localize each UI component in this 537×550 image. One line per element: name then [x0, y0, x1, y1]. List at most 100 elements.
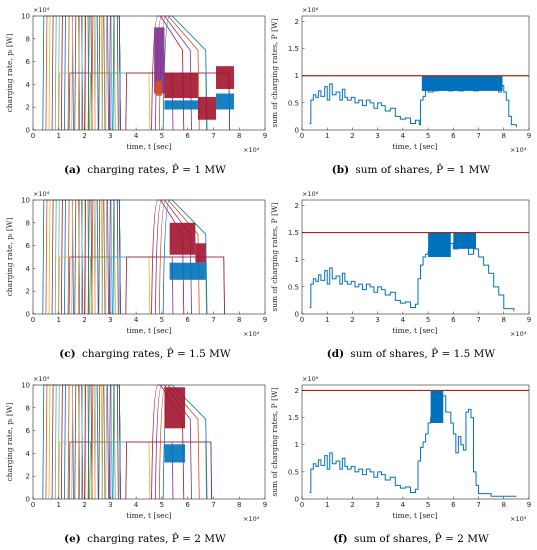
y-tick-label-b-0: 0 — [295, 127, 299, 135]
y-axis-label-f: sum of charging rates, P [W] — [270, 387, 279, 496]
caption-e: (e) charging rates, P̂ = 2 MW — [64, 532, 226, 545]
x-tick-label-b-4: 4 — [401, 132, 406, 140]
rate-band-c-2 — [169, 262, 206, 280]
y-tick-label-b-1: 0.5 — [288, 99, 299, 107]
y-tick-label-f-0: 0 — [295, 496, 299, 504]
panel-f: 0 1 2 3 4 5 6 7 8 9 0 0.5 1 1.5 2 ×10⁶ ×10⁴ time, t [s… — [270, 375, 531, 545]
caption-b: (b) sum of shares, P̂ = 1 MW — [332, 163, 491, 176]
y-axis-label-e: charging rate, pᵢ [W] — [5, 403, 14, 482]
y-exponent-d: ×10⁶ — [302, 190, 319, 198]
sum-series-line-b — [309, 83, 517, 128]
y-tick-label-a-3: 6 — [26, 58, 31, 66]
x-tick-label-d-2: 2 — [350, 316, 354, 324]
axes-box-f — [301, 384, 530, 500]
axes-box-b — [301, 15, 530, 131]
x-axis-label-b: time, t [sec] — [392, 142, 438, 151]
y-tick-label-e-2: 4 — [26, 450, 31, 458]
x-tick-label-d-7: 7 — [476, 316, 480, 324]
x-tick-label-b-2: 2 — [350, 132, 354, 140]
caption-text-f: sum of shares, P̂ = 2 MW — [354, 532, 489, 545]
y-tick-label-f-1: 0.5 — [288, 468, 299, 476]
y-tick-label-c-1: 2 — [26, 288, 30, 296]
sum-band-d-1 — [453, 232, 477, 249]
y-axis-label-d: sum of charging rates, P [W] — [270, 202, 279, 311]
rate-band-a-0 — [154, 27, 165, 94]
x-tick-label-d-8: 8 — [502, 316, 506, 324]
y-tick-label-b-3: 1.5 — [288, 45, 299, 53]
x-axis-label-a: time, t [sec] — [126, 142, 172, 151]
x-tick-label-c-7: 7 — [211, 316, 215, 324]
x-tick-label-e-3: 3 — [108, 501, 112, 509]
x-tick-label-e-0: 0 — [31, 501, 35, 509]
x-tick-label-f-1: 1 — [325, 501, 329, 509]
y-axis-label-a: charging rate, pᵢ [W] — [5, 34, 14, 113]
x-tick-label-a-7: 7 — [211, 132, 215, 140]
x-exponent-a: ×10⁴ — [243, 146, 260, 154]
x-tick-label-d-5: 5 — [426, 316, 430, 324]
x-tick-label-e-4: 4 — [134, 501, 139, 509]
x-tick-label-c-0: 0 — [31, 316, 35, 324]
x-tick-label-f-5: 5 — [426, 501, 430, 509]
caption-a: (a) charging rates, P̂ = 1 MW — [64, 163, 226, 176]
plot-c — [42, 199, 225, 315]
x-tick-label-b-6: 6 — [451, 132, 456, 140]
caption-label-e: (e) — [64, 533, 81, 545]
y-axis-label-b: sum of charging rates, P [W] — [270, 18, 279, 127]
caption-text-d: sum of shares, P̂ = 1.5 MW — [350, 347, 495, 360]
rate-band-c-0 — [169, 222, 196, 255]
rate-band-a-5 — [216, 66, 235, 89]
y-tick-label-f-2: 1 — [295, 441, 299, 449]
y-tick-label-e-0: 0 — [26, 496, 30, 504]
ticks-f: 0 1 2 3 4 5 6 7 8 9 0 0.5 1 1.5 2 — [288, 387, 531, 509]
y-tick-label-b-2: 1 — [295, 72, 299, 80]
sum-series-line-d — [309, 242, 515, 312]
axes-box-c — [32, 199, 266, 315]
x-tick-label-a-8: 8 — [237, 132, 241, 140]
x-tick-label-d-6: 6 — [451, 316, 456, 324]
y-tick-label-c-4: 8 — [26, 219, 30, 227]
x-tick-label-f-6: 6 — [451, 501, 456, 509]
x-tick-label-c-5: 5 — [160, 316, 164, 324]
caption-label-a: (a) — [64, 164, 81, 176]
y-exponent-e: ×10⁴ — [33, 375, 50, 383]
y-tick-label-e-1: 2 — [26, 473, 30, 481]
caption-label-c: (c) — [59, 348, 75, 360]
ticks-a: 0 1 2 3 4 5 6 7 8 9 0 2 4 6 8 10 — [21, 13, 267, 141]
x-tick-label-d-3: 3 — [375, 316, 379, 324]
x-tick-label-b-7: 7 — [476, 132, 480, 140]
ticks-c: 0 1 2 3 4 5 6 7 8 9 0 2 4 6 8 10 — [21, 197, 267, 325]
y-tick-label-e-4: 8 — [26, 404, 30, 412]
x-tick-label-e-7: 7 — [211, 501, 215, 509]
x-tick-label-a-0: 0 — [31, 132, 35, 140]
x-tick-label-a-3: 3 — [108, 132, 112, 140]
x-tick-label-b-0: 0 — [300, 132, 304, 140]
plot-b — [302, 75, 529, 128]
y-tick-label-c-5: 10 — [21, 197, 30, 205]
y-tick-label-d-0: 0 — [295, 311, 299, 319]
y-tick-label-a-2: 4 — [26, 81, 31, 89]
caption-text-b: sum of shares, P̂ = 1 MW — [355, 163, 490, 176]
rate-band-a-4 — [197, 96, 217, 120]
panel-e: 0 1 2 3 4 5 6 7 8 9 0 2 4 6 8 10 ×10⁴ ×10⁴ time, t [sec… — [5, 375, 267, 545]
x-tick-label-a-6: 6 — [185, 132, 190, 140]
y-tick-label-a-1: 2 — [26, 104, 30, 112]
plot-e — [42, 384, 213, 500]
rate-band-c-1 — [195, 243, 206, 263]
y-tick-label-d-4: 2 — [295, 202, 299, 210]
y-tick-label-f-4: 2 — [295, 387, 299, 395]
x-tick-label-c-4: 4 — [134, 316, 139, 324]
ticks-e: 0 1 2 3 4 5 6 7 8 9 0 2 4 6 8 10 — [21, 382, 267, 510]
caption-text-e: charging rates, P̂ = 2 MW — [87, 532, 226, 545]
y-exponent-a: ×10⁴ — [33, 6, 50, 14]
caption-label-b: (b) — [332, 164, 349, 176]
y-tick-label-c-0: 0 — [26, 311, 30, 319]
y-exponent-c: ×10⁴ — [33, 190, 50, 198]
x-axis-label-f: time, t [sec] — [392, 511, 438, 520]
y-tick-label-d-2: 1 — [295, 256, 299, 264]
x-tick-label-c-2: 2 — [82, 316, 86, 324]
x-tick-label-f-8: 8 — [502, 501, 506, 509]
y-tick-label-c-2: 4 — [26, 265, 31, 273]
caption-f: (f) sum of shares, P̂ = 2 MW — [333, 532, 489, 545]
y-tick-label-e-3: 6 — [26, 427, 31, 435]
